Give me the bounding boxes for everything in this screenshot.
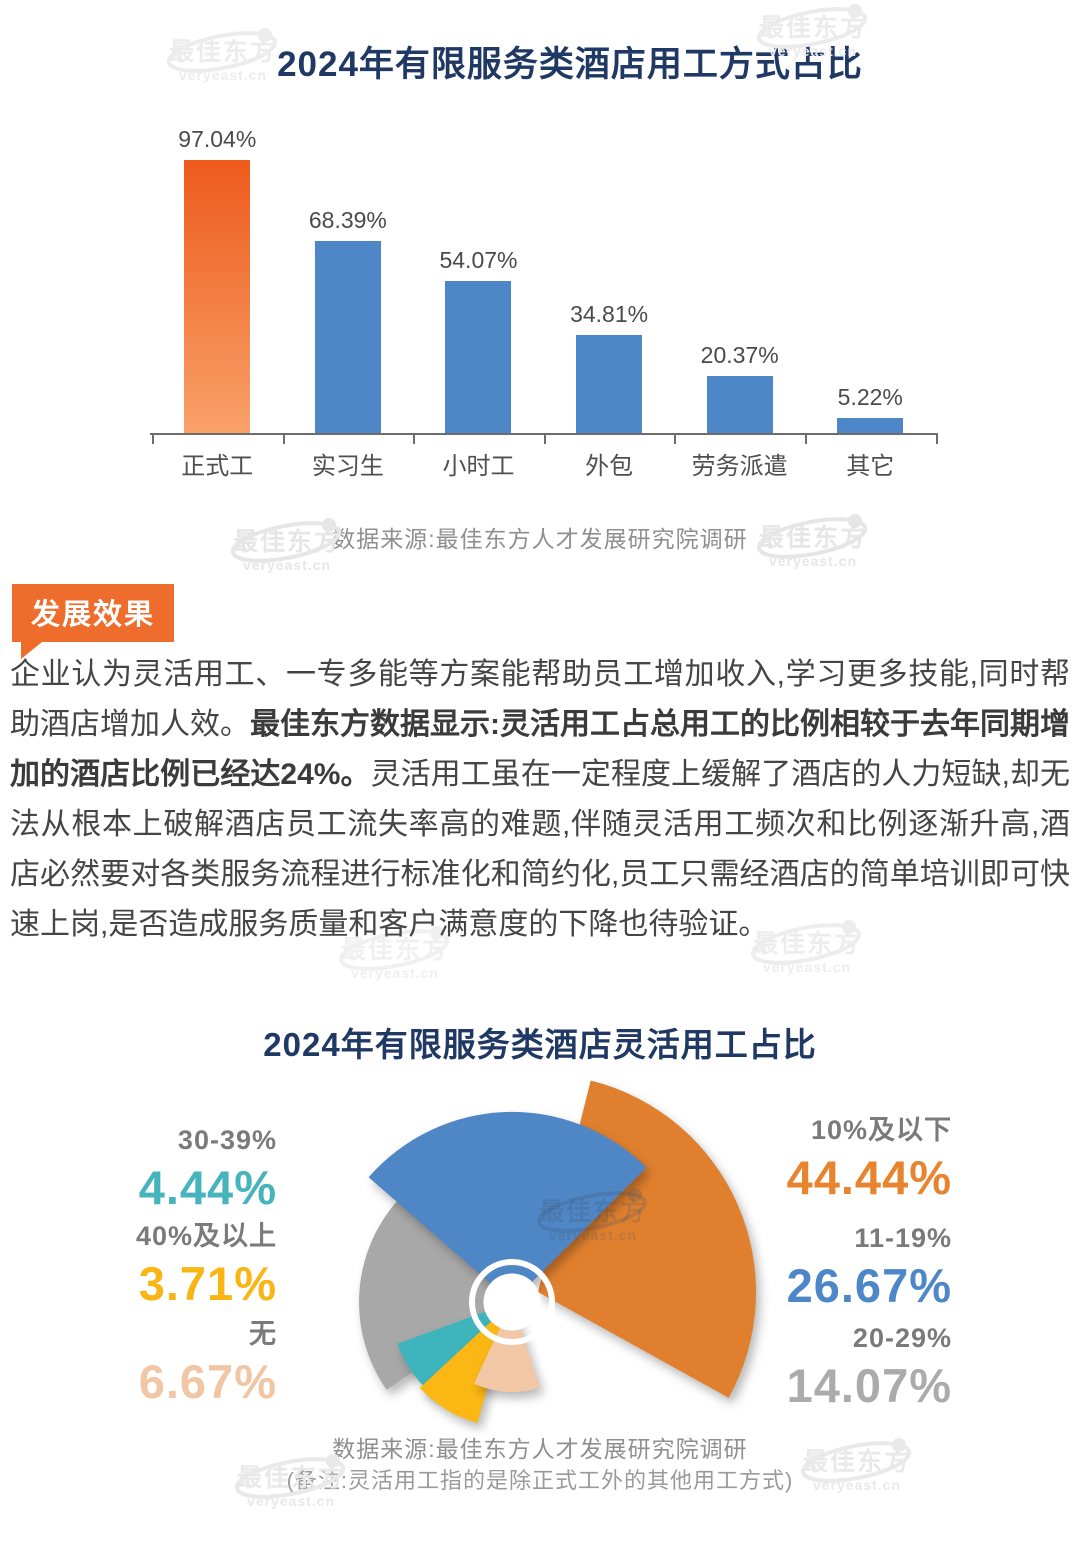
bar-value-label: 34.81% [570,301,649,328]
watermark-subtitle: veryeast.cn [762,959,852,975]
rose-range-label: 30-39% [177,1125,277,1155]
rose-label-group: 30-39% 4.44% [17,1125,277,1214]
rose-value-label: 44.44% [786,1150,952,1204]
bar-value-label: 5.22% [837,384,903,411]
axis-tick [282,435,285,444]
watermark-subtitle: veryeast.cn [246,1493,336,1509]
rose-chart [359,1080,757,1424]
rose-range-label: 11-19% [854,1223,952,1253]
bar [837,418,904,433]
bar-chart-source: 数据来源:最佳东方人才发展研究院调研 [332,526,748,552]
rose-chart-title: 2024年有限服务类酒店灵活用工占比 [263,1026,817,1063]
bar-value-label: 54.07% [439,247,518,274]
bar-category-label: 正式工 [181,453,254,480]
rose-value-label: 26.67% [786,1258,952,1312]
rose-range-label: 10%及以下 [810,1115,952,1145]
axis-tick [152,435,154,444]
rose-value-label: 6.67% [138,1354,277,1408]
bar-value-label: 97.04% [178,126,257,153]
rose-range-label: 20-29% [852,1323,952,1353]
axis-tick [674,435,677,444]
watermark-subtitle: veryeast.cn [350,965,440,981]
axis-tick [413,435,416,444]
bar-category-label: 外包 [585,453,634,480]
bar-slot: 54.07% [413,247,544,433]
bar-value-label: 20.37% [700,341,779,368]
rose-label-group: 20-29% 14.07% [692,1323,952,1412]
bar-chart-x-axis [150,433,938,444]
bar-slot: 68.39% [283,207,414,433]
rose-petal-无 [474,1302,540,1393]
bar-slot: 20.37% [674,342,805,433]
bar [314,240,381,433]
paragraph-normal-text: 企业认为灵活用工、一专多能等方案能帮助员工增加收入,学习更多技能,同时帮助酒店增… [10,658,1070,741]
rose-value-label: 14.07% [786,1358,952,1412]
axis-tick [805,435,807,444]
watermark-subtitle: veryeast.cn [242,557,332,573]
rose-label-group: 10%及以下 44.44% [692,1115,952,1204]
bar-slot: 97.04% [152,126,283,433]
bar-value-label: 68.39% [308,206,387,233]
bar [706,375,773,433]
rose-center-disc [483,1273,541,1331]
bar-chart-title: 2024年有限服务类酒店用工方式占比 [277,45,863,84]
rose-center-ring [469,1259,555,1345]
bar [184,160,251,433]
bar-category-label: 小时工 [442,453,515,480]
watermark-subtitle: veryeast.cn [768,553,858,569]
bar-chart-category-labels: 正式工 实习生 小时工 外包 劳务派遣 其它 [152,446,936,481]
rose-label-group: 11-19% 26.67% [692,1223,952,1312]
bar [445,281,512,433]
axis-tick [543,435,546,444]
rose-chart-source: 数据来源:最佳东方人才发展研究院调研 [332,1436,748,1462]
bar [576,335,643,433]
rose-petal-30-39% [397,1302,512,1396]
bar-slot: 34.81% [544,301,675,433]
rose-value-label: 4.44% [138,1160,277,1214]
axis-tick [935,435,938,444]
rose-value-label: 3.71% [138,1256,277,1310]
rose-label-group: 无 6.67% [17,1319,277,1408]
rose-petal-11-19% [368,1111,647,1302]
rose-petal-20-29% [359,1190,512,1390]
paragraph-bold-text: 最佳东方数据显示:灵活用工占总用工的比例相较于去年同期增加的酒店比例已经达24%… [10,708,1070,791]
section-badge: 发展效果 [12,584,175,659]
bar-category-label: 实习生 [311,453,384,480]
bar-category-label: 劳务派遣 [691,453,788,480]
bar-chart-plot: 97.04% 68.39% 54.07% 34.81% 20.37% 5.22% [152,118,936,433]
rose-chart-note: (备注:灵活用工指的是除正式工外的其他用工方式) [286,1468,794,1493]
rose-range-label: 40%及以上 [135,1221,277,1251]
bar-slot: 5.22% [805,384,936,433]
rose-label-group: 40%及以上 3.71% [17,1221,277,1310]
bar-category-label: 其它 [846,453,895,480]
body-paragraph: 企业认为灵活用工、一专多能等方案能帮助员工增加收入,学习更多技能,同时帮助酒店增… [0,650,1080,950]
rose-range-label: 无 [249,1319,277,1349]
